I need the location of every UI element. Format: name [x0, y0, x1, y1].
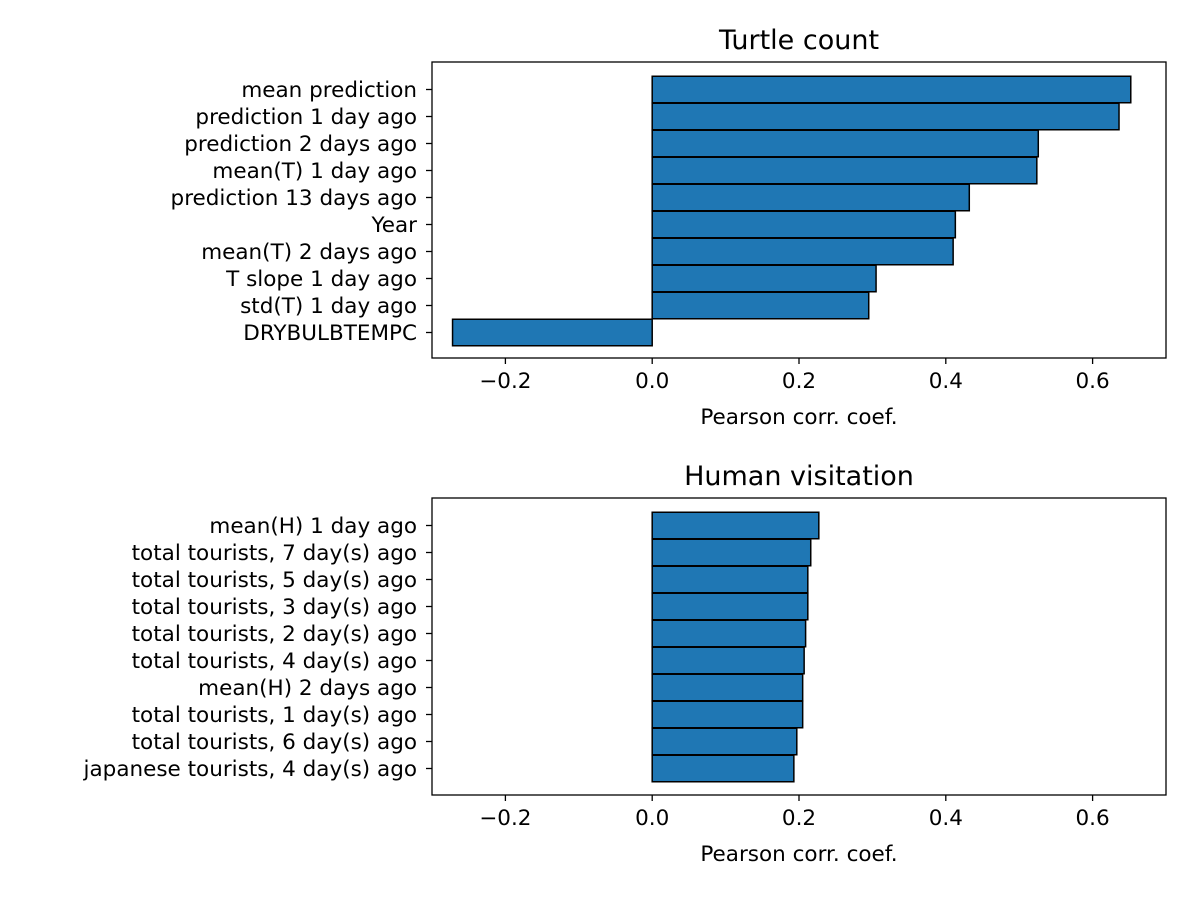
turtle-count-x-tick-label: 0.0 [635, 369, 669, 394]
turtle-count-y-tick-label: prediction 13 days ago [171, 186, 417, 211]
turtle-count-y-tick-label: std(T) 1 day ago [240, 294, 417, 319]
human-visitation-x-tick-label: −0.2 [479, 806, 531, 831]
human-visitation-bar [651, 646, 805, 675]
turtle-count-x-tick-label: 0.4 [929, 369, 963, 394]
turtle-count-bar [651, 129, 1040, 158]
turtle-count-y-tick-label: T slope 1 day ago [225, 267, 417, 292]
human-visitation-bar [651, 538, 812, 567]
turtle-count-bar [651, 237, 954, 266]
human-visitation-bar [651, 700, 804, 729]
turtle-count-x-axis-label: Pearson corr. coef. [700, 405, 897, 430]
human-visitation-y-tick-label: japanese tourists, 4 day(s) ago [83, 757, 417, 782]
turtle-count-title: Turtle count [718, 25, 879, 56]
turtle-count-y-tick-label: Year [370, 213, 417, 238]
human-visitation-x-axis-label: Pearson corr. coef. [700, 842, 897, 867]
human-visitation-x-axis: −0.2 0.0 0.2 0.4 0.6 [479, 795, 1110, 831]
human-visitation-bar [651, 619, 807, 648]
human-visitation-bars [651, 511, 820, 783]
turtle-count-bar [651, 264, 877, 293]
turtle-count-bars [451, 75, 1132, 347]
human-visitation-x-tick-label: 0.6 [1075, 806, 1109, 831]
turtle-count-y-tick-label: prediction 2 days ago [184, 132, 417, 157]
human-visitation-y-tick-label: mean(H) 2 days ago [198, 676, 417, 701]
human-visitation-panel: Human visitation mean(H) 1 day agototal … [83, 461, 1167, 867]
turtle-count-x-axis: −0.2 0.0 0.2 0.4 0.6 [479, 358, 1110, 394]
turtle-count-bar [651, 210, 957, 239]
human-visitation-y-tick-label: total tourists, 7 day(s) ago [132, 541, 417, 566]
turtle-count-bar [651, 75, 1132, 104]
turtle-count-y-tick-label: mean prediction [241, 78, 417, 103]
human-visitation-x-tick-label: 0.2 [782, 806, 816, 831]
turtle-count-bar [451, 318, 653, 347]
turtle-count-plot-frame [431, 61, 1167, 359]
human-visitation-y-tick-label: total tourists, 3 day(s) ago [132, 595, 417, 620]
turtle-count-y-tick-label: mean(T) 1 day ago [212, 159, 417, 184]
human-visitation-bar [651, 727, 798, 756]
turtle-count-bar [651, 156, 1038, 185]
human-visitation-bar [651, 565, 809, 594]
turtle-count-bar [651, 291, 870, 320]
human-visitation-plot-frame [431, 497, 1167, 796]
human-visitation-bar [651, 754, 795, 783]
human-visitation-title: Human visitation [684, 461, 914, 492]
human-visitation-bar [651, 592, 809, 621]
turtle-count-bar [651, 102, 1120, 131]
turtle-count-bar [651, 183, 971, 212]
human-visitation-y-tick-label: mean(H) 1 day ago [209, 514, 417, 539]
turtle-count-y-tick-label: prediction 1 day ago [195, 105, 417, 130]
human-visitation-x-tick-label: 0.4 [929, 806, 963, 831]
turtle-count-y-tick-label: mean(T) 2 days ago [201, 240, 417, 265]
human-visitation-y-tick-label: total tourists, 1 day(s) ago [132, 703, 417, 728]
human-visitation-y-tick-label: total tourists, 6 day(s) ago [132, 730, 417, 755]
human-visitation-y-tick-label: total tourists, 2 day(s) ago [132, 622, 417, 647]
human-visitation-y-tick-label: total tourists, 5 day(s) ago [132, 568, 417, 593]
turtle-count-x-tick-label: −0.2 [479, 369, 531, 394]
human-visitation-bar [651, 511, 820, 540]
turtle-count-x-tick-label: 0.6 [1075, 369, 1109, 394]
human-visitation-x-tick-label: 0.0 [635, 806, 669, 831]
turtle-count-y-tick-label: DRYBULBTEMPC [243, 321, 417, 346]
human-visitation-y-tick-label: total tourists, 4 day(s) ago [132, 649, 417, 674]
human-visitation-bar [651, 673, 804, 702]
turtle-count-x-tick-label: 0.2 [782, 369, 816, 394]
